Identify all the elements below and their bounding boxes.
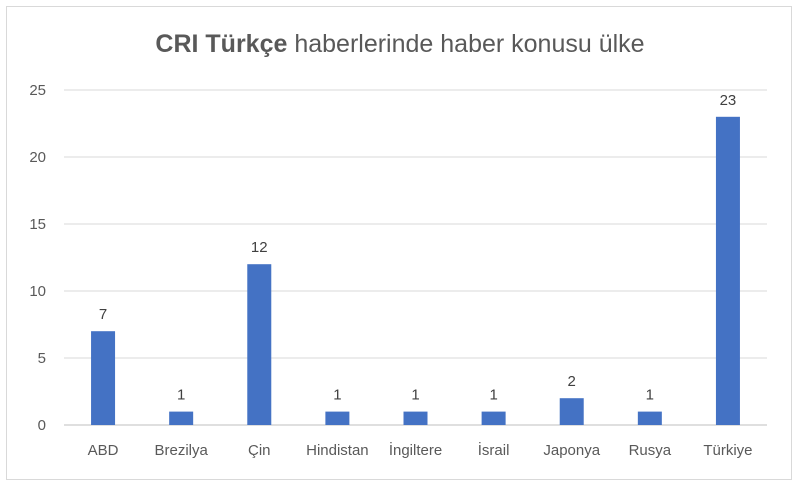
data-label: 23 xyxy=(720,92,737,109)
data-label: 1 xyxy=(646,387,654,404)
data-label: 2 xyxy=(568,373,576,390)
bar-9 xyxy=(715,116,740,426)
bar-7 xyxy=(559,398,584,425)
bar-3 xyxy=(247,264,272,425)
chart-title-rest: haberlerinde haber konusu ülke xyxy=(287,30,645,58)
x-tick-label: Brezilya xyxy=(154,442,208,459)
y-tick-label: 25 xyxy=(29,82,46,99)
data-label: 1 xyxy=(489,387,497,404)
bar-6 xyxy=(481,411,506,425)
x-tick-label: Hindistan xyxy=(306,442,369,459)
x-tick-label: İngiltere xyxy=(389,441,442,459)
x-tick-label: Rusya xyxy=(629,442,672,459)
bar-2 xyxy=(169,411,194,425)
chart-title-bold: CRI Türkçe xyxy=(155,30,288,58)
bar-1 xyxy=(91,331,116,425)
data-label: 1 xyxy=(411,387,419,404)
data-label: 7 xyxy=(99,306,107,323)
y-tick-label: 5 xyxy=(38,350,46,367)
x-tick-label: Türkiye xyxy=(703,442,752,459)
bar-5 xyxy=(403,411,428,425)
bar-8 xyxy=(637,411,662,425)
chart-title: CRI Türkçe haberlerinde haber konusu ülk… xyxy=(0,30,800,59)
bar-4 xyxy=(325,411,350,425)
data-label: 1 xyxy=(177,387,185,404)
x-tick-label: ABD xyxy=(88,442,119,459)
y-tick-label: 10 xyxy=(29,283,46,300)
y-tick-label: 15 xyxy=(29,216,46,233)
data-label: 12 xyxy=(251,239,268,256)
y-tick-label: 0 xyxy=(38,417,46,434)
data-label: 1 xyxy=(333,387,341,404)
x-tick-label: İsrail xyxy=(478,441,510,459)
x-tick-label: Japonya xyxy=(543,442,600,459)
x-tick-label: Çin xyxy=(248,442,271,459)
y-tick-label: 20 xyxy=(29,149,46,166)
chart-frame xyxy=(6,6,792,480)
